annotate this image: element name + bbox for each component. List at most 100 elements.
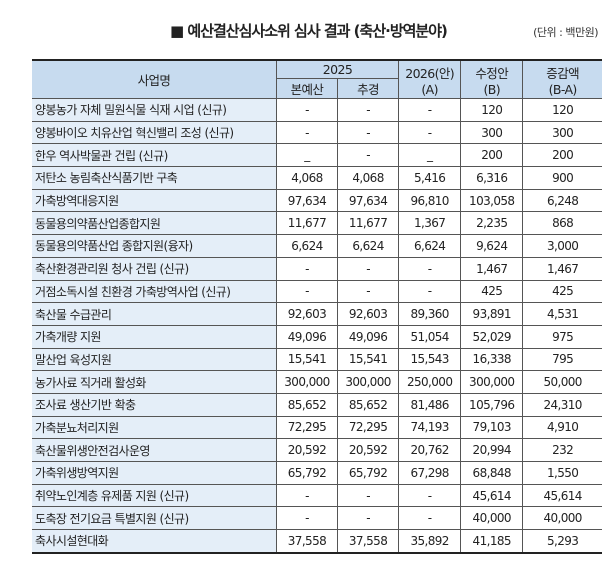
supplementary-2025-cell: 20,592 [337, 438, 400, 462]
supplementary-2025-cell: 15,541 [337, 347, 400, 372]
project-name-cell: 동물용의약품산업종합지원 [32, 211, 277, 236]
budget-2025-cell: - [275, 98, 339, 122]
table-row: 농가사료 직거래 활성화 300,000 300,000 250,000 300,000… [32, 370, 602, 394]
budget-table: 사업명 2025 2026(안) (A) 수정안 (B) 증감액 (B-A) 본예산 … [32, 59, 602, 554]
project-name-cell: 축산물위생안전검사운영 [32, 438, 277, 462]
proposal-2026-cell: 20,762 [398, 438, 462, 462]
project-name-cell: 양봉농가 자체 밀원식물 식재 시업 (신규) [32, 98, 277, 122]
budget-2025-cell: 4,068 [275, 166, 339, 190]
header-revised: 수정안 (B) [460, 59, 524, 99]
proposal-2026-cell: - [398, 483, 462, 508]
budget-2025-cell: - [275, 506, 339, 531]
supplementary-2025-cell: - [337, 279, 400, 304]
table-row: 축사시설현대화 37,558 37,558 35,892 41,185 5,293 [32, 529, 602, 554]
proposal-2026-cell: 67,298 [398, 461, 462, 485]
supplementary-2025-cell: - [337, 120, 400, 145]
supplementary-2025-cell: - [337, 506, 400, 531]
table-row: 축산물위생안전검사운영 20,592 20,592 20,762 20,994 232 [32, 438, 602, 462]
revised-cell: 2,235 [460, 211, 524, 236]
table-row: 양봉농가 자체 밀원식물 식재 시업 (신규) - - -120 120 [32, 98, 602, 122]
table-row: 한우 역사박물관 건립 (신규) _ - _ 200 200 [32, 143, 602, 168]
proposal-2026-cell: 51,054 [398, 324, 462, 349]
project-name-cell: 양봉바이오 치유산업 혁신밸리 조성 (신규) [32, 120, 277, 145]
project-name-cell: 도축장 전기요금 특별지원 (신규) [32, 506, 277, 531]
revised-cell: 425 [460, 279, 524, 304]
supplementary-2025-cell: 72,295 [337, 415, 400, 440]
difference-cell: 45,614 [522, 483, 602, 508]
revised-cell: 45,614 [460, 483, 524, 508]
budget-2025-cell: 85,652 [275, 392, 339, 417]
table-row: 축산물 수급관리 92,603 92,603 89,360 93,891 4,531 [32, 302, 602, 326]
proposal-2026-cell: 250,000 [398, 370, 462, 394]
header-supplementary: 추경 [337, 78, 399, 99]
revised-cell: 20,994 [460, 438, 524, 462]
header-budget: 본예산 [276, 78, 339, 99]
supplementary-2025-cell: 65,792 [337, 461, 400, 485]
project-name-cell: 축사시설현대화 [32, 529, 277, 554]
budget-2025-cell: 37,558 [275, 529, 339, 554]
project-name-cell: 축산물 수급관리 [32, 302, 277, 326]
difference-cell: 40,000 [522, 506, 602, 531]
difference-cell: 900 [522, 166, 602, 190]
supplementary-2025-cell: 97,634 [337, 188, 400, 213]
budget-2025-cell: 92,603 [275, 302, 339, 326]
difference-cell: 4,910 [522, 415, 602, 440]
revised-cell: 68,848 [460, 461, 524, 485]
project-name-cell: 농가사료 직거래 활성화 [32, 370, 277, 394]
difference-cell: 975 [522, 324, 602, 349]
revised-cell: 1,467 [460, 256, 524, 281]
difference-cell: 1,550 [522, 461, 602, 485]
revised-cell: 103,058 [460, 188, 524, 213]
budget-2025-cell: 20,592 [275, 438, 339, 462]
proposal-2026-cell: - [398, 506, 462, 531]
header-2026: 2026(안) (A) [398, 59, 462, 99]
budget-2025-cell: _ [275, 143, 339, 168]
difference-cell: 425 [522, 279, 602, 304]
proposal-2026-cell: - [398, 279, 462, 304]
proposal-2026-cell: 6,624 [398, 234, 462, 258]
proposal-2026-cell: 74,193 [398, 415, 462, 440]
supplementary-2025-cell: - [337, 483, 400, 508]
table-row: 도축장 전기요금 특별지원 (신규) - - -40,000 40,000 [32, 506, 602, 531]
difference-cell: 4,531 [522, 302, 602, 326]
supplementary-2025-cell: 11,677 [337, 211, 400, 236]
difference-cell: 50,000 [522, 370, 602, 394]
project-name-cell: 한우 역사박물관 건립 (신규) [32, 143, 277, 168]
revised-cell: 93,891 [460, 302, 524, 326]
supplementary-2025-cell: - [337, 143, 400, 168]
project-name-cell: 가축개량 지원 [32, 324, 277, 349]
supplementary-2025-cell: 6,624 [337, 234, 400, 258]
revised-cell: 200 [460, 143, 524, 168]
proposal-2026-cell: _ [398, 143, 462, 168]
difference-cell: 868 [522, 211, 602, 236]
proposal-2026-cell: - [398, 256, 462, 281]
revised-cell: 41,185 [460, 529, 524, 554]
project-name-cell: 취약노인계층 유제품 지원 (신규) [32, 483, 277, 508]
revised-cell: 105,796 [460, 392, 524, 417]
supplementary-2025-cell: - [337, 256, 400, 281]
revised-cell: 6,316 [460, 166, 524, 190]
supplementary-2025-cell: 92,603 [337, 302, 400, 326]
project-name-cell: 거점소독시설 친환경 가축방역사업 (신규) [32, 279, 277, 304]
table-row: 가축개량 지원 49,096 49,096 51,054 52,029 975 [32, 324, 602, 349]
difference-cell: 300 [522, 120, 602, 145]
table-row: 동물용의약품산업 종합지원(융자) 6,624 6,624 6,624 9,624 3,0… [32, 234, 602, 258]
budget-2025-cell: - [275, 120, 339, 145]
supplementary-2025-cell: 300,000 [337, 370, 400, 394]
header-diff: 증감액 (B-A) [522, 59, 602, 99]
revised-cell: 79,103 [460, 415, 524, 440]
revised-cell: 300,000 [460, 370, 524, 394]
proposal-2026-cell: - [398, 98, 462, 122]
table-row: 양봉바이오 치유산업 혁신밸리 조성 (신규) - - -300 300 [32, 120, 602, 145]
difference-cell: 6,248 [522, 188, 602, 213]
table-row: 거점소독시설 친환경 가축방역사업 (신규) - - -425 425 [32, 279, 602, 304]
difference-cell: 5,293 [522, 529, 602, 554]
difference-cell: 200 [522, 143, 602, 168]
proposal-2026-cell: 1,367 [398, 211, 462, 236]
budget-2025-cell: - [275, 483, 339, 508]
revised-cell: 300 [460, 120, 524, 145]
header-name: 사업명 [32, 59, 277, 99]
proposal-2026-cell: 5,416 [398, 166, 462, 190]
budget-2025-cell: 300,000 [275, 370, 339, 394]
unit-label: (단위 : 백만원) [533, 26, 598, 39]
